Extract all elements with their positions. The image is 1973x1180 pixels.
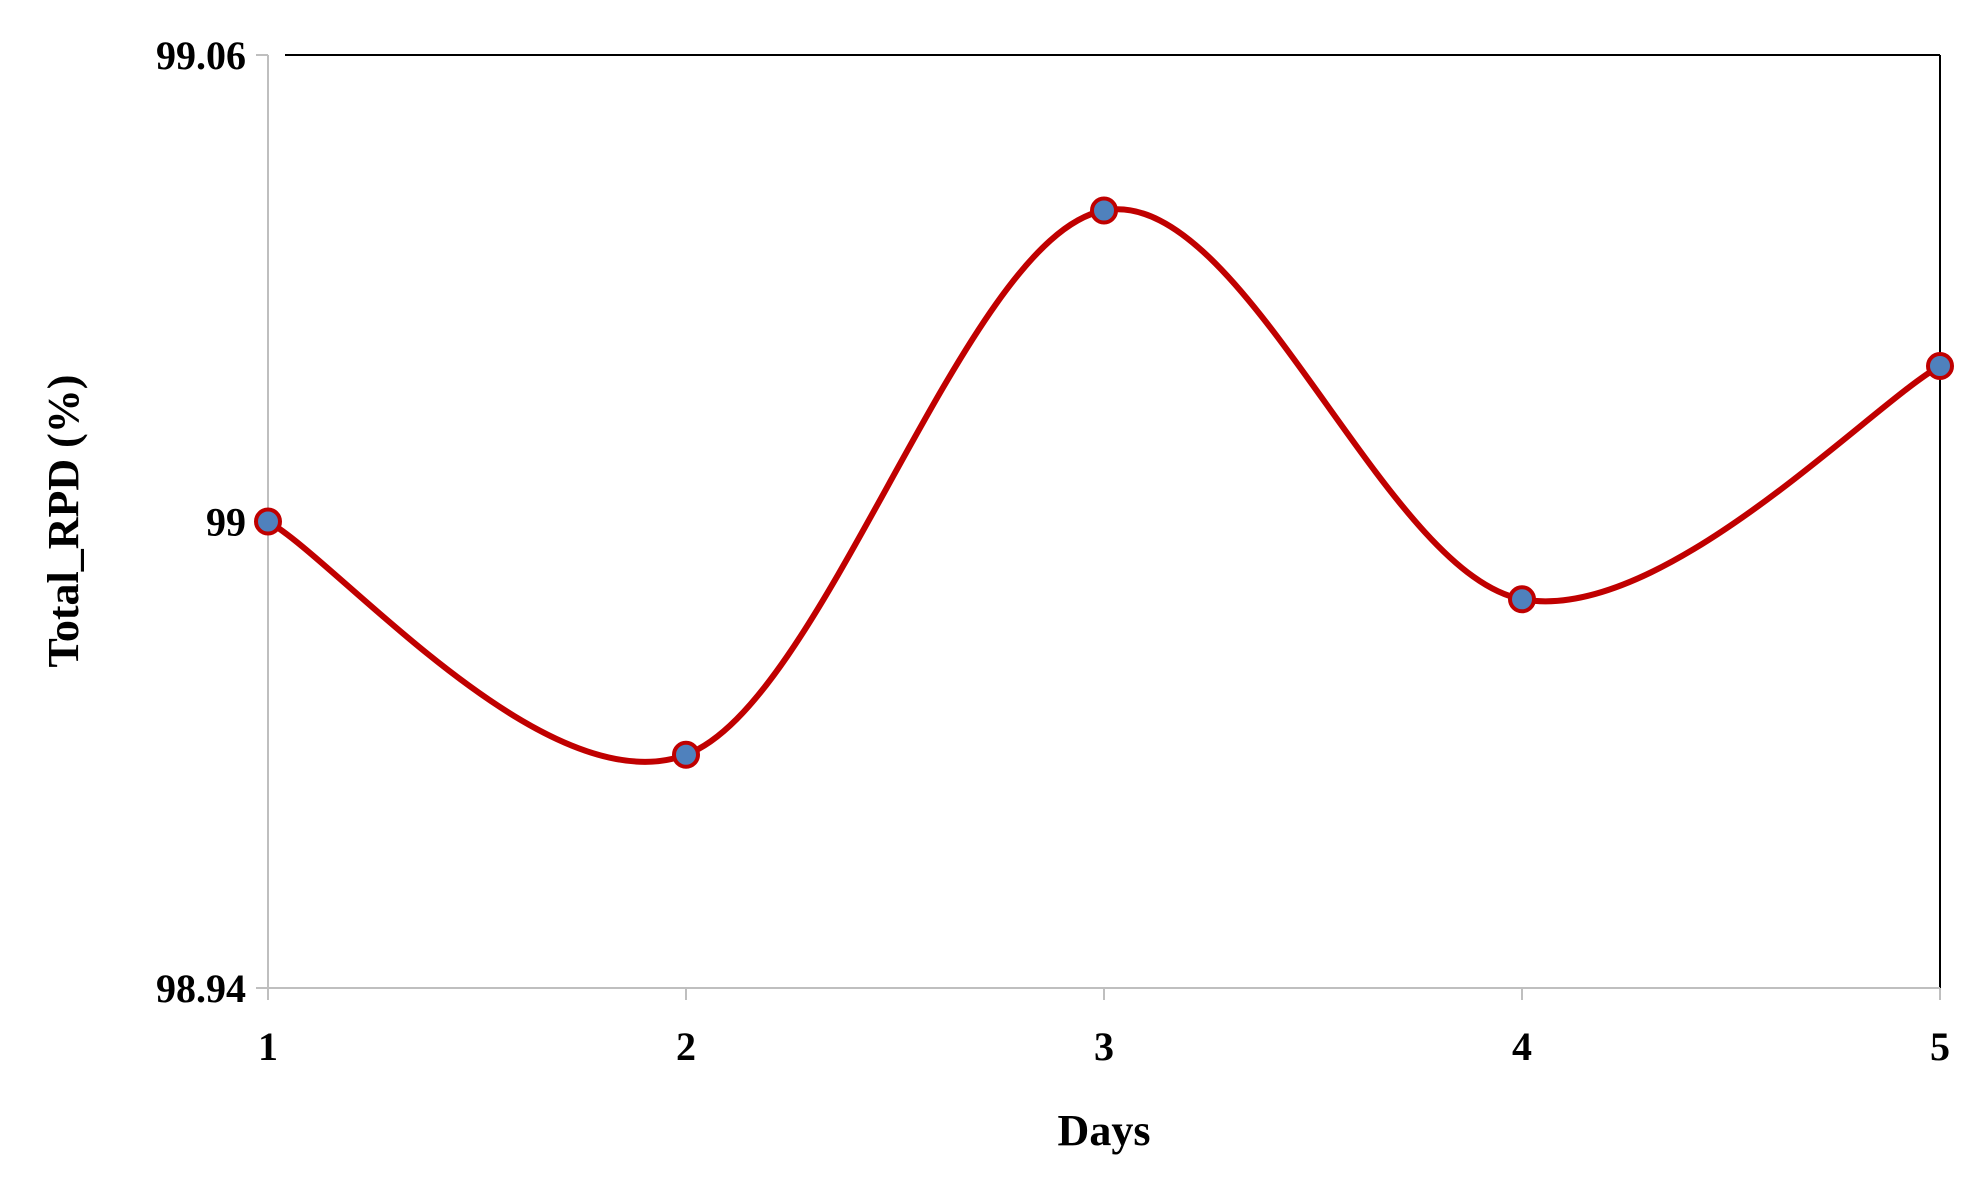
x-tick-label: 2: [676, 1024, 696, 1069]
x-axis-title: Days: [1058, 1106, 1151, 1155]
x-tick-label: 1: [258, 1024, 278, 1069]
x-tick-label: 5: [1930, 1024, 1950, 1069]
data-point: [254, 507, 282, 536]
series-line: [266, 206, 1942, 765]
series-group: [254, 196, 1954, 769]
data-point: [1508, 585, 1536, 614]
y-ticks: 99.06 99 98.94: [156, 33, 268, 1011]
x-tick-label: 3: [1094, 1024, 1114, 1069]
data-point: [1090, 196, 1118, 225]
x-ticks: 1 2 3 4 5: [258, 988, 1950, 1069]
y-tick-label: 99: [206, 500, 246, 545]
data-point: [1926, 352, 1954, 380]
x-tick-label: 4: [1512, 1024, 1532, 1069]
plot-frame: [267, 54, 1941, 989]
y-axis-title: Total_RPD (%): [39, 375, 88, 668]
y-tick-label: 99.06: [156, 33, 246, 78]
y-tick-label: 98.94: [156, 966, 246, 1011]
data-point: [672, 740, 700, 769]
